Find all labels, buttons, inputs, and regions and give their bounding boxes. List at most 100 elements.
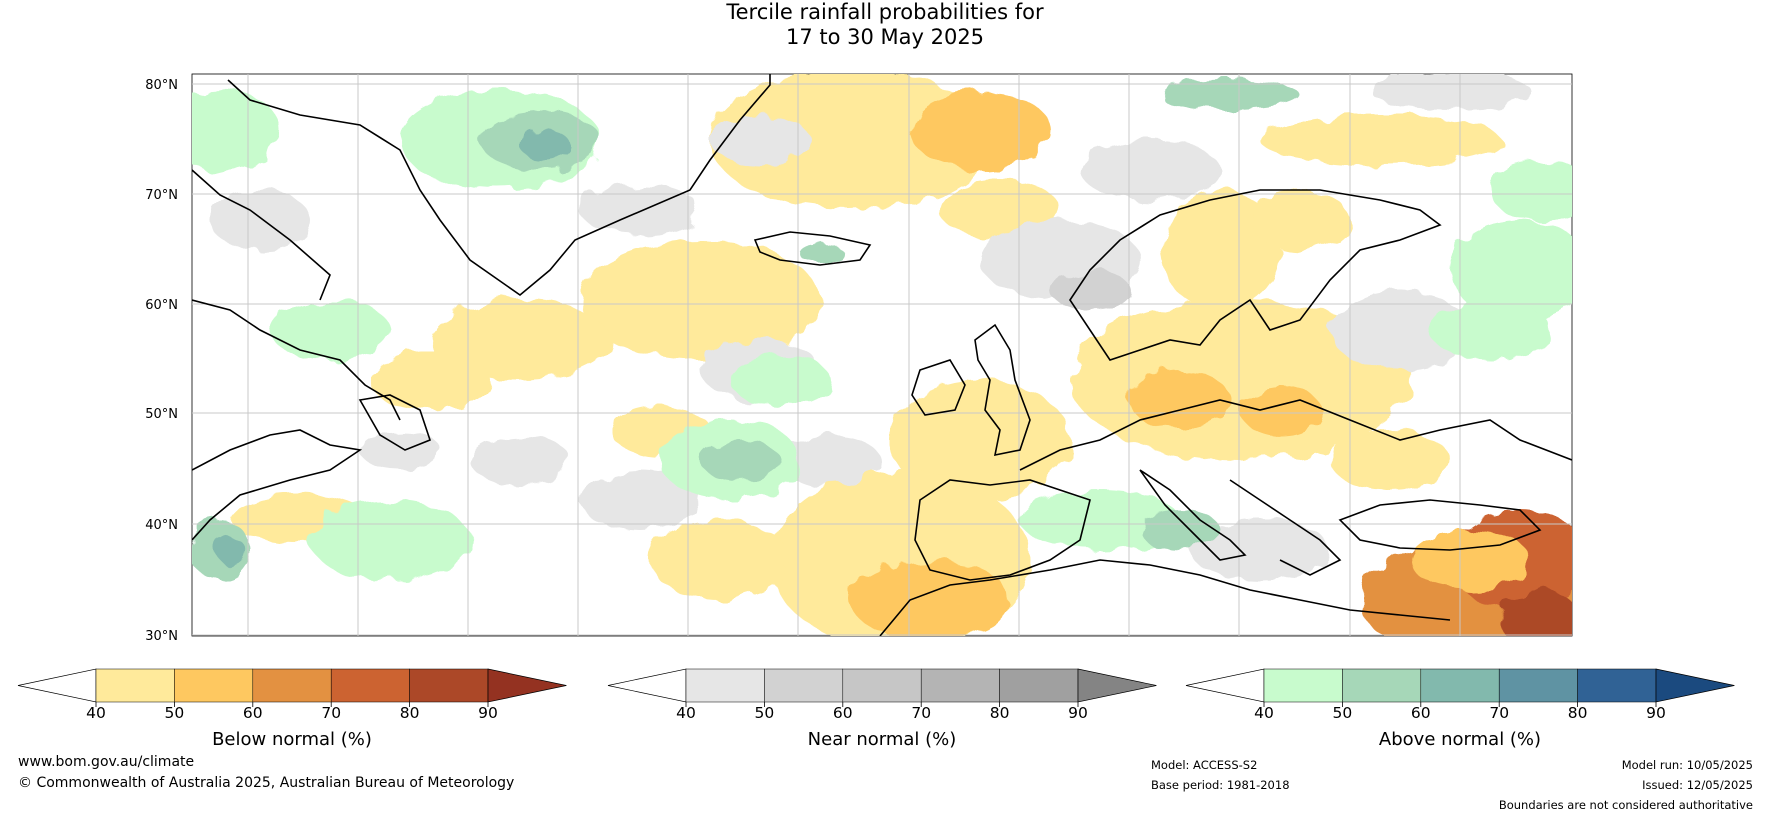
probability-region: [1450, 220, 1572, 320]
near-legend-tick-label: 80: [990, 704, 1010, 722]
probability-region: [1260, 115, 1500, 165]
near-legend-left-arrow: [607, 668, 687, 703]
below-legend-tick-label: 50: [165, 704, 185, 722]
probability-region: [360, 430, 440, 470]
title-line-1: Tercile rainfall probabilities for: [726, 0, 1044, 24]
map-title: Tercile rainfall probabilities for 17 to…: [0, 0, 1770, 50]
europe-coast: [1019, 399, 1572, 471]
probability-region: [850, 560, 1010, 636]
ireland-coast: [911, 359, 966, 416]
near-legend-swatch: [685, 668, 765, 703]
above-legend-swatch: [1498, 668, 1578, 703]
below-legend-tick-label: 80: [400, 704, 420, 722]
latitude-label: 70°N: [145, 188, 178, 203]
latitude-label: 80°N: [145, 78, 178, 93]
probability-region: [700, 440, 780, 480]
probability-region: [780, 435, 880, 485]
probability-region: [1330, 430, 1450, 490]
below-legend-swatch: [252, 668, 332, 703]
near-legend-tick-label: 90: [1068, 704, 1088, 722]
above-legend-swatch: [1420, 668, 1500, 703]
footer-disclaimer: Boundaries are not considered authoritat…: [1498, 798, 1753, 812]
probability-region: [216, 536, 244, 564]
below-legend-tick-label: 40: [86, 704, 106, 722]
footer-base-period: Base period: 1981-2018: [1151, 778, 1290, 792]
probability-region: [1190, 520, 1330, 580]
latitude-label: 30°N: [145, 629, 178, 644]
below-legend-swatch: [330, 668, 410, 703]
below-legend-tick-label: 70: [321, 704, 341, 722]
footer-model: Model: ACCESS-S2: [1151, 758, 1258, 772]
near-legend-swatch: [920, 668, 1000, 703]
probability-region: [1490, 160, 1572, 220]
iberia-coast: [914, 479, 1091, 581]
probability-region: [310, 500, 470, 580]
below-legend-left-arrow: [17, 668, 97, 703]
near-legend-swatch: [764, 668, 844, 703]
below-legend-right-arrow: [487, 668, 567, 703]
below-legend-swatch: [95, 668, 175, 703]
turkey-coast: [1338, 499, 1542, 551]
probability-region: [890, 380, 1070, 500]
footer-url[interactable]: www.bom.gov.au/climate: [18, 754, 195, 770]
greenland-coast: [227, 74, 771, 297]
north-america-coast: [192, 429, 363, 541]
probability-shading: [192, 74, 1572, 636]
probability-region: [580, 470, 700, 530]
great-britain-coast: [974, 323, 1031, 457]
below-legend-tick-label: 90: [478, 704, 498, 722]
iceland-coast: [753, 231, 872, 266]
near-legend-swatch: [842, 668, 922, 703]
balkans-coast: [1229, 479, 1342, 576]
probability-region: [710, 74, 990, 210]
probability-region: [650, 520, 790, 600]
above-legend-tick-label: 60: [1411, 704, 1431, 722]
newfoundland-coast: [358, 394, 431, 451]
near-legend: 40 50 60 70 80 90 Near normal (%): [607, 668, 1157, 750]
below-legend-swatch: [174, 668, 254, 703]
above-legend-left-arrow: [1185, 668, 1265, 703]
above-legend-tick-label: 40: [1254, 704, 1274, 722]
probability-region: [798, 242, 842, 262]
near-legend-tick-label: 40: [676, 704, 696, 722]
latitude-label: 50°N: [145, 407, 178, 422]
above-legend-label: Above normal (%): [1379, 729, 1541, 750]
above-legend-tick-label: 80: [1568, 704, 1588, 722]
probability-region: [210, 190, 310, 250]
africa-coast: [879, 559, 1451, 636]
probability-region: [430, 300, 610, 380]
italy-coast: [1139, 469, 1247, 561]
footer-copyright: © Commonwealth of Australia 2025, Austra…: [18, 775, 515, 791]
latitude-label: 60°N: [145, 298, 178, 313]
below-legend-swatch: [409, 668, 489, 703]
probability-region: [192, 90, 280, 170]
probability-region: [1500, 590, 1572, 636]
probability-region: [1240, 385, 1320, 435]
below-legend-label: Below normal (%): [212, 729, 372, 750]
footer-model-run: Model run: 10/05/2025: [1621, 758, 1753, 772]
above-legend-tick-label: 70: [1489, 704, 1509, 722]
above-legend: 40 50 60 70 80 90 Above normal (%): [1185, 668, 1735, 750]
probability-region: [270, 300, 390, 360]
near-legend-right-arrow: [1077, 668, 1157, 703]
latitude-label: 40°N: [145, 518, 178, 533]
probability-region: [1020, 490, 1180, 550]
title-line-2: 17 to 30 May 2025: [785, 25, 985, 49]
probability-region: [1080, 140, 1220, 200]
near-legend-tick-label: 50: [755, 704, 775, 722]
near-legend-swatch: [999, 668, 1079, 703]
above-legend-tick-label: 90: [1646, 704, 1666, 722]
near-legend-tick-label: 60: [833, 704, 853, 722]
near-legend-tick-label: 70: [911, 704, 931, 722]
above-legend-swatch: [1577, 668, 1657, 703]
below-legend: 40 50 60 70 80 90 Below normal (%): [17, 668, 567, 750]
probability-region: [520, 130, 570, 160]
probability-region: [1370, 74, 1530, 110]
probability-region: [470, 435, 570, 485]
tercile-map: 80°N70°N60°N50°N40°N30°N 70°W60°W50°W40°…: [145, 73, 1573, 644]
latitude-labels: 80°N 70°N 60°N 50°N 40°N 30°N: [145, 78, 178, 644]
footer-issued: Issued: 12/05/2025: [1642, 778, 1753, 792]
probability-region: [1160, 80, 1300, 110]
probability-region: [580, 240, 820, 360]
probability-region: [1330, 290, 1470, 370]
